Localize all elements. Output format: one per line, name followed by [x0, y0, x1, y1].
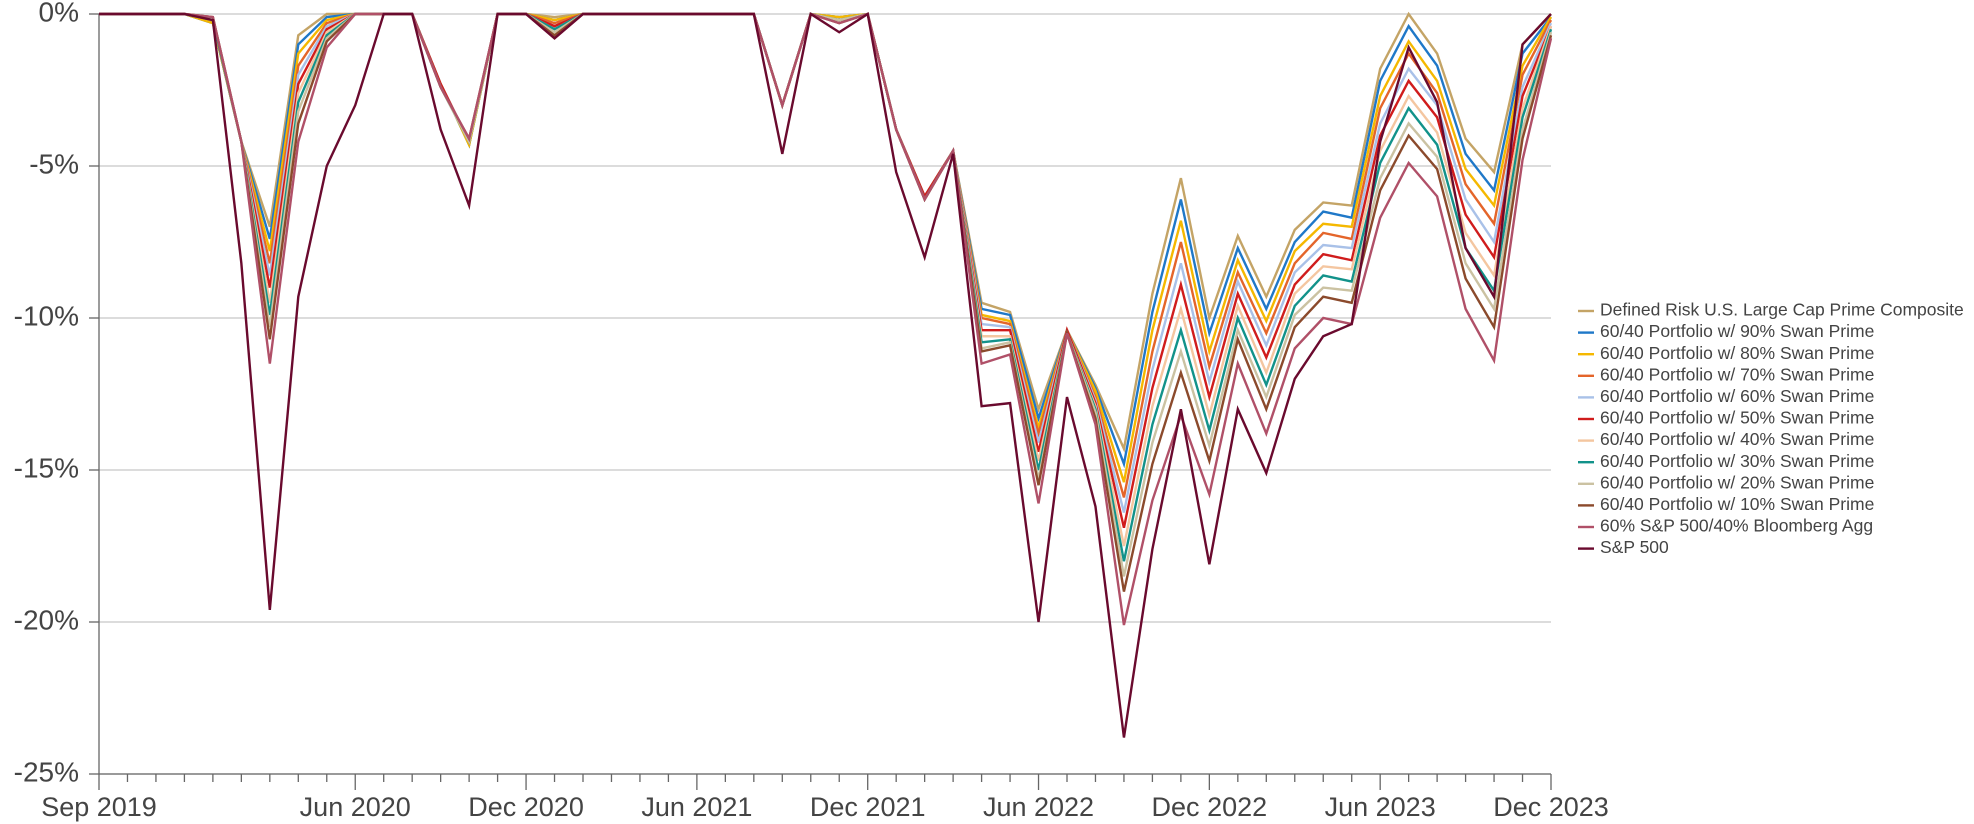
- x-tick-label: Sep 2019: [41, 792, 157, 822]
- legend-label: Defined Risk U.S. Large Cap Prime Compos…: [1600, 300, 1964, 320]
- legend-label: 60% S&P 500/40% Bloomberg Agg: [1600, 516, 1873, 536]
- y-tick-label: -5%: [29, 148, 79, 179]
- legend-label: 60/40 Portfolio w/ 70% Swan Prime: [1600, 364, 1874, 384]
- x-tick-label: Jun 2022: [983, 792, 1094, 822]
- x-tick-label: Jun 2020: [300, 792, 411, 822]
- series-line: [99, 12, 1553, 529]
- x-tick-label: Jun 2023: [1325, 792, 1436, 822]
- x-tick-label: Dec 2022: [1152, 792, 1268, 822]
- series-line: [99, 12, 1553, 513]
- series-line: [99, 12, 1553, 483]
- legend-label: 60/40 Portfolio w/ 30% Swan Prime: [1600, 451, 1874, 471]
- legend-label: S&P 500: [1600, 537, 1669, 557]
- series-line: [99, 12, 1553, 547]
- legend-label: 60/40 Portfolio w/ 60% Swan Prime: [1600, 386, 1874, 406]
- x-tick-label: Dec 2020: [468, 792, 584, 822]
- y-tick-label: -15%: [14, 452, 79, 483]
- series-line: [99, 12, 1553, 577]
- x-tick-label: Jun 2021: [641, 792, 752, 822]
- x-tick-label: Dec 2021: [810, 792, 926, 822]
- series-line: [99, 12, 1553, 592]
- legend-label: 60/40 Portfolio w/ 90% Swan Prime: [1600, 321, 1874, 341]
- y-tick-label: -25%: [14, 756, 79, 787]
- x-tick-label: Dec 2023: [1493, 792, 1609, 822]
- y-tick-label: 0%: [39, 0, 79, 27]
- y-tick-label: -20%: [14, 604, 79, 635]
- series-line: [99, 12, 1552, 738]
- legend-label: 60/40 Portfolio w/ 20% Swan Prime: [1600, 472, 1874, 492]
- legend-label: 60/40 Portfolio w/ 40% Swan Prime: [1600, 429, 1874, 449]
- legend-label: 60/40 Portfolio w/ 80% Swan Prime: [1600, 343, 1874, 363]
- legend-label: 60/40 Portfolio w/ 10% Swan Prime: [1600, 494, 1874, 514]
- y-tick-label: -10%: [14, 300, 79, 331]
- legend-label: 60/40 Portfolio w/ 50% Swan Prime: [1600, 408, 1874, 428]
- series-line: [99, 12, 1553, 626]
